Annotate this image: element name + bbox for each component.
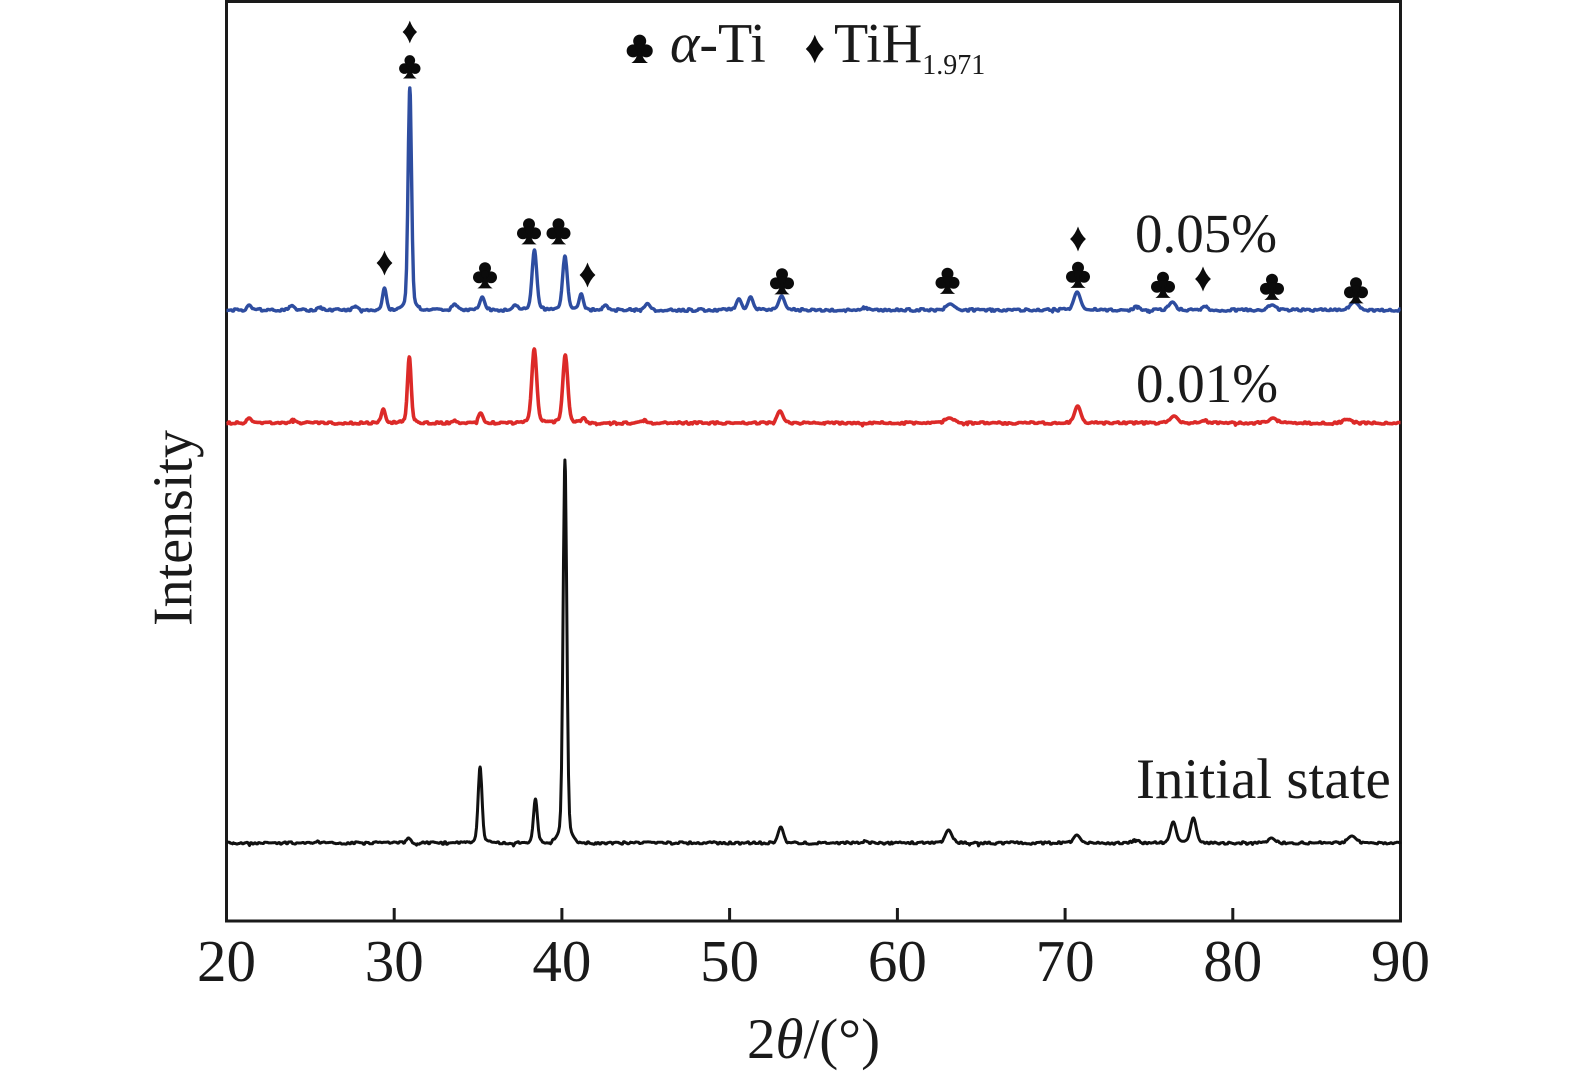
svg-text:50: 50 [700,928,759,994]
svg-text:2θ/(°): 2θ/(°) [747,1008,880,1071]
svg-text:20: 20 [197,928,256,994]
svg-text:Initial state: Initial state [1136,748,1391,811]
svg-text:80: 80 [1203,928,1262,994]
svg-text:40: 40 [532,928,591,994]
svg-text:0.05%: 0.05% [1135,203,1277,264]
svg-text:Intensity: Intensity [143,430,205,626]
svg-text:90: 90 [1371,928,1430,994]
svg-text:TiH1.971: TiH1.971 [834,13,985,81]
svg-text:α-Ti: α-Ti [670,13,766,75]
svg-text:30: 30 [365,928,424,994]
svg-text:70: 70 [1036,928,1095,994]
svg-text:60: 60 [868,928,927,994]
svg-text:0.01%: 0.01% [1136,353,1278,414]
